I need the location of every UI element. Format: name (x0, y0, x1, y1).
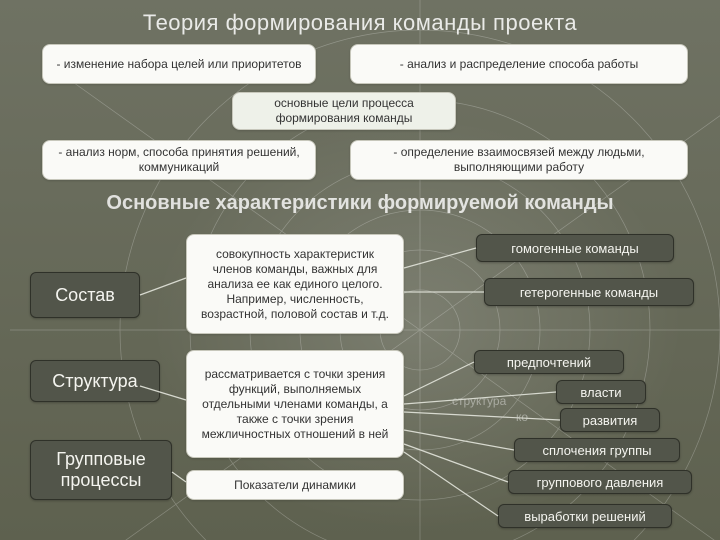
connector-lines (0, 0, 720, 540)
